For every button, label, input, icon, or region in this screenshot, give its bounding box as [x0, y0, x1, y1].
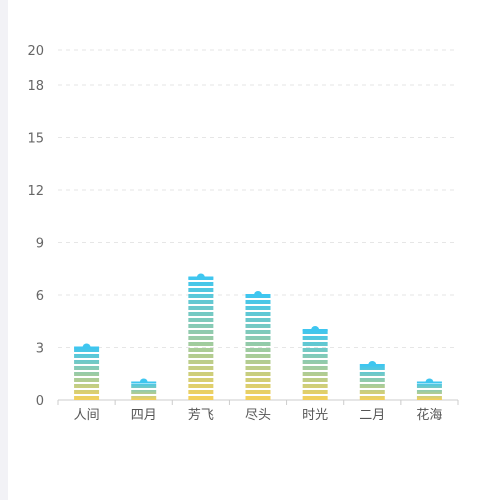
left-edge-strip [0, 0, 8, 500]
bar-group [188, 273, 214, 400]
bar-top-dot [425, 378, 434, 383]
bar [359, 365, 385, 400]
bar [245, 295, 271, 400]
y-tick-label: 12 [27, 184, 44, 199]
bar-group [74, 343, 100, 400]
y-tick-label: 18 [27, 79, 44, 94]
x-tick-label: 二月 [359, 408, 385, 423]
x-tick-label: 芳飞 [188, 408, 214, 423]
bar [131, 382, 157, 400]
x-tick-label: 四月 [131, 408, 157, 423]
bar-group [245, 291, 271, 400]
x-tick-label: 尽头 [245, 408, 271, 423]
y-tick-label: 6 [36, 289, 44, 304]
y-tick-label: 20 [27, 44, 44, 59]
x-tick-label: 人间 [74, 408, 100, 423]
axes [57, 399, 459, 405]
bar-group [416, 378, 442, 400]
x-tick-label: 花海 [416, 407, 442, 423]
y-tick-label: 15 [27, 132, 44, 147]
bar-top-dot [196, 273, 205, 278]
bar-top-dot [82, 343, 91, 348]
bar-group [302, 326, 328, 400]
bars [74, 273, 442, 400]
bar [188, 277, 214, 400]
y-tick-label: 0 [36, 394, 44, 409]
bar [74, 347, 100, 400]
bar-group [359, 361, 385, 400]
y-tick-label: 3 [36, 342, 44, 357]
bar-top-dot [311, 326, 320, 330]
y-tick-label: 9 [36, 237, 44, 252]
bar-top-dot [139, 378, 148, 383]
bar-top-dot [254, 291, 262, 295]
bar [416, 382, 442, 400]
x-tick-label: 时光 [302, 408, 328, 423]
bar [302, 330, 328, 400]
bar-group [131, 378, 157, 400]
bar-top-dot [368, 361, 377, 365]
labels: 0 3 6 9 12 15 18 20 人间 四月 芳飞 尽头 时光 二月 花海 [27, 44, 442, 423]
